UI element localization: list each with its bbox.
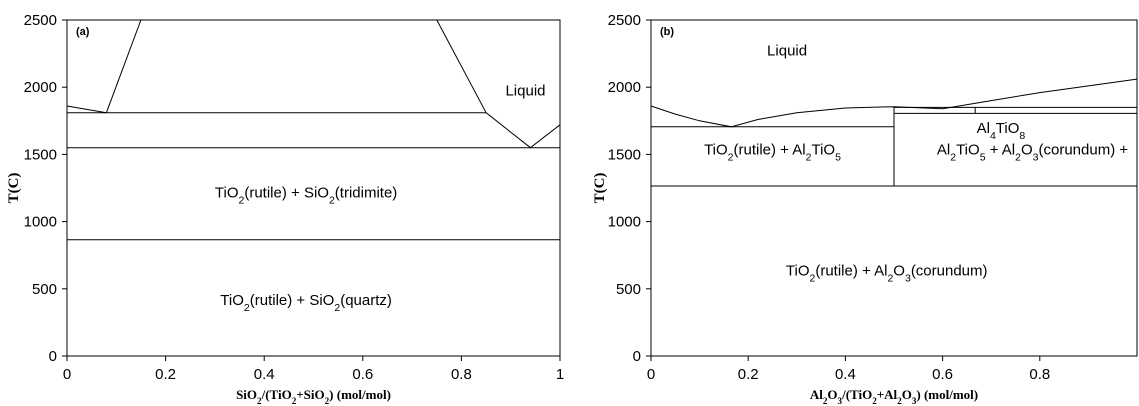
x-axis-title: SiO2/(TiO2+SiO2) (mol/mol) [236, 387, 391, 406]
y-tick-label: 1500 [24, 146, 57, 163]
boundary-liquidus-right-falling [485, 112, 531, 149]
panel-label: (a) [76, 26, 90, 38]
y-tick-label: 2500 [24, 12, 57, 29]
boundary-miscibility-gap-left [105, 19, 142, 113]
x-tick-label: 0.8 [451, 366, 472, 383]
region-label-rutile-al2tio5: TiO2(rutile) + Al2TiO5 [704, 141, 841, 163]
x-tick-label: 1 [556, 366, 564, 383]
y-tick-label: 0 [49, 348, 57, 365]
region-label-liquid: Liquid [505, 82, 545, 99]
x-tick-label: 0.4 [835, 366, 856, 383]
region-label-al4tio8: Al4TiO8 [977, 120, 1026, 142]
x-tick-label: 0.8 [1029, 366, 1050, 383]
x-tick-label: 0.6 [352, 366, 373, 383]
plot-frame [66, 19, 561, 357]
y-axis-title: T(C) [592, 173, 608, 204]
region-label-rutile-corundum: TiO2(rutile) + Al2O3(corundum) [786, 262, 988, 284]
boundary-liquidus-right-rising [530, 124, 561, 149]
x-tick-label: 0 [63, 366, 71, 383]
x-tick-label: 0.2 [155, 366, 176, 383]
y-tick-label: 2500 [608, 12, 641, 29]
x-axis-title: Al2O3/(TiO2+Al2O3) (mol/mol) [810, 387, 978, 406]
y-tick-label: 1000 [608, 214, 641, 231]
region-label-liquid: Liquid [767, 43, 807, 60]
boundary-liquidus [650, 78, 1138, 128]
region-label-al2tio5-corundum: Al2TiO5 + Al2O3(corundum) + [937, 141, 1128, 163]
y-tick-label: 500 [32, 281, 57, 298]
plot-frame [650, 19, 1138, 357]
y-axis-title: T(C) [6, 173, 22, 204]
x-tick-label: 0.6 [932, 366, 953, 383]
x-tick-label: 0.2 [738, 366, 759, 383]
x-tick-label: 0.4 [254, 366, 275, 383]
y-tick-label: 1000 [24, 214, 57, 231]
x-tick-label: 0 [647, 366, 655, 383]
boundary-liquidus-left [66, 105, 107, 114]
y-tick-label: 2000 [608, 79, 641, 96]
region-label-quartz: TiO2(rutile) + SiO2(quartz) [220, 292, 392, 314]
phase-diagram-b: 0 500 1000 1500 2000 2500 0 0.2 0.4 0.6 0.8 Liquid A… [592, 12, 1138, 406]
y-tick-label: 2000 [24, 79, 57, 96]
y-tick-label: 0 [633, 348, 641, 365]
boundary-miscibility-gap-right [436, 19, 487, 113]
region-label-tridimite: TiO2(rutile) + SiO2(tridimite) [215, 184, 397, 206]
panel-label: (b) [660, 26, 674, 38]
phase-diagram-a: 0 500 1000 1500 2000 2500 0 0.2 0.4 0.6 0.8 1 Liquid… [6, 12, 564, 406]
y-tick-label: 1500 [608, 146, 641, 163]
y-tick-label: 500 [616, 281, 641, 298]
